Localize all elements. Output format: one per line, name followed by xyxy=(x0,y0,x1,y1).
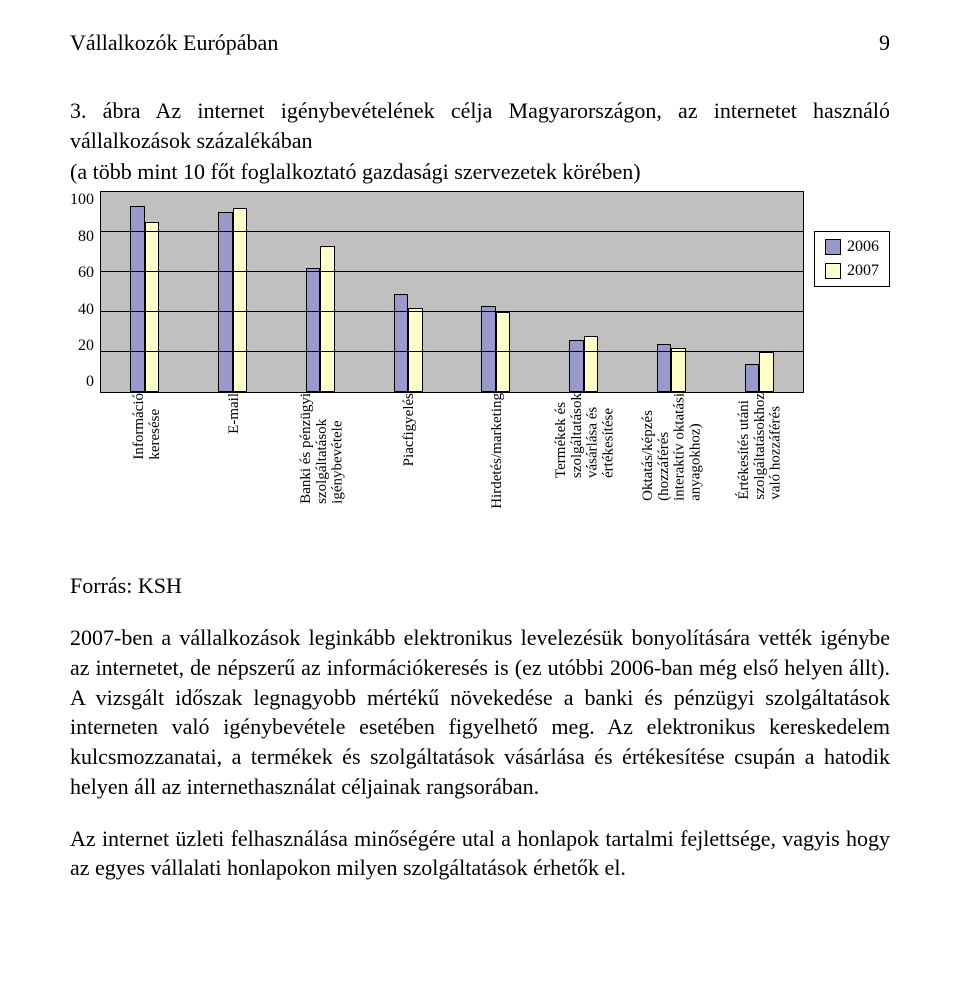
figure-subcaption: (a több mint 10 főt foglalkoztató gazdas… xyxy=(70,159,890,185)
y-tick-label: 80 xyxy=(78,228,94,246)
legend-item: 2007 xyxy=(825,262,879,280)
bar-2006 xyxy=(306,268,321,392)
bar-2007 xyxy=(233,208,248,392)
x-axis-labels: Információ kereséseE-mailBanki és pénzüg… xyxy=(104,393,804,563)
y-tick-label: 20 xyxy=(78,337,94,355)
running-header: Vállalkozók Európában 9 xyxy=(70,30,890,56)
y-tick-label: 100 xyxy=(70,191,94,209)
bar-group xyxy=(628,192,716,392)
page: Vállalkozók Európában 9 3. ábra Az inter… xyxy=(0,0,960,935)
bar-2007 xyxy=(759,352,774,392)
bar-2006 xyxy=(130,206,145,392)
bar-group xyxy=(189,192,277,392)
figure-source: Forrás: KSH xyxy=(70,573,890,599)
bar-2007 xyxy=(145,222,160,392)
bar-2006 xyxy=(745,364,760,392)
gridline xyxy=(101,271,803,272)
x-tick-label: Banki és pénzügyi szolgáltatások igénybe… xyxy=(279,393,367,563)
y-tick-label: 0 xyxy=(86,373,94,391)
legend-item: 2006 xyxy=(825,238,879,256)
x-tick-label: E-mail xyxy=(192,393,280,563)
legend-label: 2007 xyxy=(847,262,879,280)
x-tick-label: Értékesítés utáni szolgáltatásokhoz való… xyxy=(717,393,805,563)
bar-group xyxy=(101,192,189,392)
bar-2006 xyxy=(394,294,409,392)
paragraph-1: 2007-ben a vállalkozások leginkább elekt… xyxy=(70,623,890,801)
bar-2006 xyxy=(218,212,233,392)
bar-group xyxy=(540,192,628,392)
figure-caption: 3. ábra Az internet igénybevételének cél… xyxy=(70,96,890,155)
legend-label: 2006 xyxy=(847,238,879,256)
bar-group xyxy=(364,192,452,392)
bar-2006 xyxy=(481,306,496,392)
x-tick-label: Hirdetés/marketing xyxy=(454,393,542,563)
chart-core: 100 80 60 40 20 0 Információ kereséseE-mailBa… xyxy=(70,191,804,563)
y-tick-label: 40 xyxy=(78,301,94,319)
chart-container: 100 80 60 40 20 0 Információ kereséseE-mailBa… xyxy=(70,191,890,563)
bar-group xyxy=(715,192,803,392)
header-title: Vállalkozók Európában xyxy=(70,30,278,56)
y-tick-label: 60 xyxy=(78,264,94,282)
bar-2007 xyxy=(496,312,511,392)
bar-2007 xyxy=(408,308,423,392)
x-tick-label: Oktatás/képzés (hozzáférés interaktív ok… xyxy=(629,393,717,563)
paragraph-2: Az internet üzleti felhasználása minőség… xyxy=(70,824,890,883)
plot-area xyxy=(100,191,804,393)
bar-2007 xyxy=(671,348,686,392)
legend-swatch xyxy=(825,239,841,255)
x-tick-label: Termékek és szolgáltatások vásárlása és … xyxy=(542,393,630,563)
gridline xyxy=(101,351,803,352)
bar-group xyxy=(277,192,365,392)
y-axis: 100 80 60 40 20 0 xyxy=(70,191,100,391)
x-tick-label: Piacfigyelés xyxy=(367,393,455,563)
x-tick-label: Információ keresése xyxy=(104,393,192,563)
bars-layer xyxy=(101,192,803,392)
legend: 2006 2007 xyxy=(814,231,890,287)
bar-2006 xyxy=(569,340,584,392)
legend-swatch xyxy=(825,263,841,279)
bar-2007 xyxy=(584,336,599,392)
page-number: 9 xyxy=(879,30,890,56)
bar-group xyxy=(452,192,540,392)
bar-2007 xyxy=(320,246,335,392)
gridline xyxy=(101,231,803,232)
gridline xyxy=(101,311,803,312)
plot-row: 100 80 60 40 20 0 xyxy=(70,191,804,393)
